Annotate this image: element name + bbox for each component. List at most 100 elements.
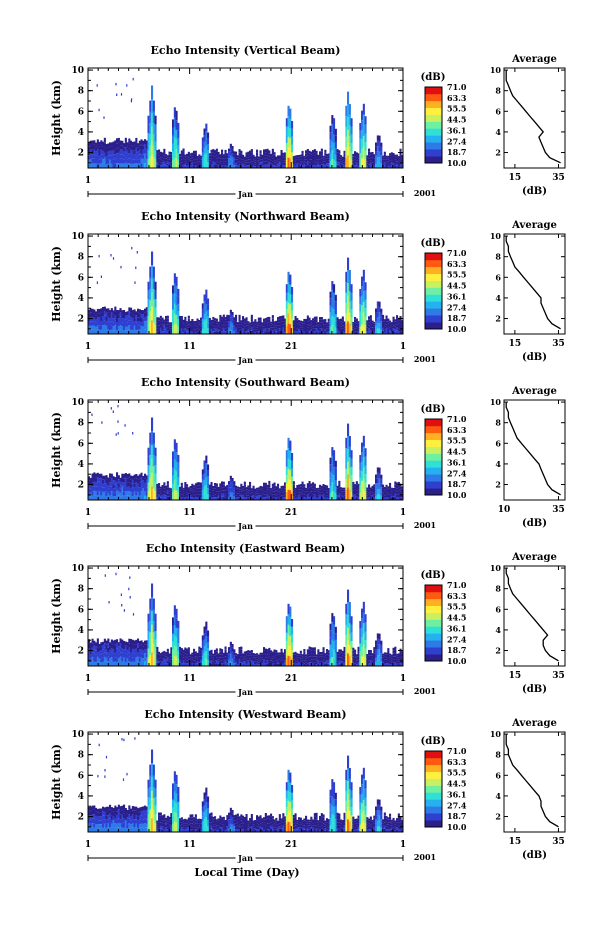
heatmap-cell [96, 490, 99, 496]
heatmap-cell [329, 630, 332, 638]
heatmap-cell [247, 495, 250, 498]
heatmap-cell [124, 482, 127, 487]
heatmap-cell [212, 488, 215, 491]
heatmap-cell [140, 490, 143, 496]
heatmap-cell [137, 656, 140, 662]
heatmap-cell [156, 656, 159, 660]
heatmap-cell [313, 647, 316, 651]
heatmap-cell [287, 157, 290, 168]
heatmap-cell [315, 656, 318, 659]
heatmap-cell [243, 663, 246, 666]
heatmap-cell [389, 482, 392, 486]
heatmap-cell [224, 653, 227, 657]
heatmap-cell [207, 464, 210, 471]
heatmap-cell [319, 663, 322, 666]
heatmap-cell [354, 156, 357, 160]
heatmap-cell [338, 493, 341, 497]
heatmap-cell [126, 642, 129, 647]
heatmap-cell [228, 659, 231, 663]
heatmap-cell [317, 491, 320, 494]
heatmap-cell [289, 294, 292, 305]
heatmap-cell [305, 496, 308, 498]
heatmap-cell [249, 159, 252, 163]
heatmap-cell [105, 152, 108, 156]
heatmap-cell [207, 298, 210, 305]
heatmap-cell [210, 158, 213, 162]
heatmap-cell [250, 152, 253, 156]
heatmap-cell [226, 153, 229, 156]
heatmap-cell [271, 651, 274, 654]
heatmap-cell [378, 649, 381, 656]
heatmap-cell [151, 113, 154, 127]
heatmap-cell [187, 151, 190, 155]
heatmap-cell [331, 141, 334, 151]
heatmap-cell [175, 646, 178, 657]
heatmap-cell [326, 660, 329, 664]
heatmap-cell [294, 496, 297, 498]
heatmap-cell [203, 473, 206, 481]
heatmap-cell [161, 487, 164, 490]
heatmap-cell [123, 314, 126, 318]
month-label: Jan [237, 521, 253, 531]
heatmap-cell [95, 142, 98, 147]
heatmap-cell [163, 491, 166, 495]
heatmap-cell [210, 326, 213, 330]
heatmap-cell [235, 653, 238, 656]
heatmap-cell [145, 149, 148, 155]
heatmap-cell [322, 489, 325, 492]
heatmap-cell [354, 154, 357, 157]
heatmap-cell [287, 271, 290, 283]
heatmap-cell [109, 491, 112, 496]
heatmap-cell [215, 321, 218, 324]
heatmap-cell [359, 319, 362, 327]
heatmap-cell [397, 655, 400, 658]
heatmap-cell [268, 663, 271, 666]
heatmap-cell [254, 498, 257, 500]
x-tick-label: 11 [183, 508, 196, 518]
heatmap-cell [203, 307, 206, 315]
heatmap-cell [268, 319, 271, 323]
heatmap-cell [277, 328, 280, 332]
avg-y-tick-label: 6 [495, 438, 501, 448]
heatmap-cell [126, 318, 129, 323]
heatmap-cell [221, 493, 224, 497]
heatmap-cell [376, 135, 379, 141]
heatmap-cell [245, 650, 248, 654]
heatmap-cell [196, 494, 199, 498]
heatmap-cell [317, 652, 320, 655]
heatmap-cell [250, 324, 253, 328]
heatmap-cell [198, 324, 201, 327]
heatmap-cell [249, 153, 252, 157]
heatmap-cell [338, 649, 341, 653]
heatmap [88, 572, 404, 666]
heatmap-cell [352, 663, 355, 666]
heatmap-cell [394, 159, 397, 162]
heatmap-cell [191, 652, 194, 655]
heatmap-cell [271, 656, 274, 659]
heatmap-cell [98, 495, 101, 500]
heatmap-cell [175, 158, 178, 168]
heatmap-cell [322, 161, 325, 164]
heatmap-cell [131, 644, 134, 649]
heatmap-cell [245, 317, 248, 321]
heatmap-cell [397, 331, 400, 334]
heatmap-cell [299, 489, 302, 492]
heatmap-cell [107, 647, 110, 653]
heatmap-cell [210, 319, 213, 323]
heatmap-cell [240, 491, 243, 495]
heatmap-cell [394, 324, 397, 327]
heatmap-cell [285, 143, 288, 152]
heatmap-cell [179, 656, 182, 660]
heatmap-cell [341, 325, 344, 329]
heatmap-cell [238, 662, 241, 666]
heatmap-cell [173, 645, 176, 656]
heatmap-cell [352, 330, 355, 332]
heatmap-cell [214, 483, 217, 486]
heatmap-cell [189, 163, 192, 166]
heatmap-cell [93, 154, 96, 159]
heatmap-cell [378, 312, 381, 318]
heatmap-cell [212, 149, 215, 153]
heatmap-cell [305, 658, 308, 661]
heatmap-cell [179, 322, 182, 325]
heatmap-cell [354, 162, 357, 166]
